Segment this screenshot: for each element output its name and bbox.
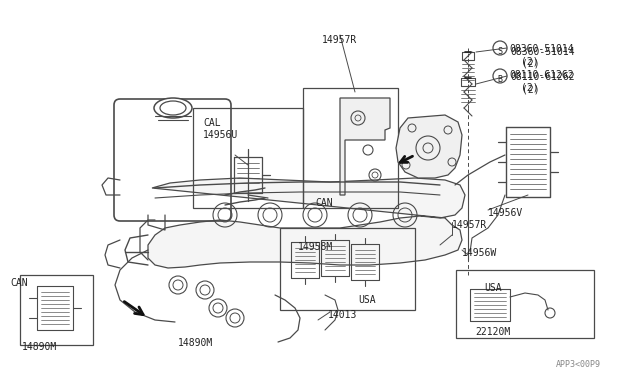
Polygon shape [396,115,462,178]
Text: (2): (2) [522,59,540,69]
Text: USA: USA [358,295,376,305]
Text: 14890M: 14890M [22,342,57,352]
Text: (2): (2) [521,82,539,92]
Text: 14957R: 14957R [452,220,487,230]
Circle shape [493,69,507,83]
Text: 22120M: 22120M [475,327,510,337]
Text: CAN: CAN [315,198,333,208]
Bar [303,88,398,208]
Text: 14013: 14013 [328,310,357,320]
Polygon shape [340,98,390,195]
Text: 14956V: 14956V [488,208,524,218]
Bar [20,275,93,345]
Text: 14957R: 14957R [322,35,357,45]
Text: APP3<00P9: APP3<00P9 [556,360,601,369]
Polygon shape [148,178,465,268]
Bar [456,270,594,338]
Text: B: B [497,74,502,83]
Text: (2): (2) [522,84,540,94]
Text: 08360-51014: 08360-51014 [509,44,573,54]
Text: CAL: CAL [203,118,221,128]
Text: CAN: CAN [10,278,28,288]
Bar [193,108,303,208]
Text: USA: USA [484,283,502,293]
Text: S: S [497,46,502,55]
Text: 08110-61262: 08110-61262 [510,72,575,82]
Text: 08360-51014: 08360-51014 [510,47,575,57]
Ellipse shape [160,101,186,115]
Text: 08110-61262: 08110-61262 [509,70,573,80]
Text: 14956W: 14956W [462,248,497,258]
Text: 14956U: 14956U [203,130,238,140]
Text: 14958M: 14958M [298,242,333,252]
Text: 14890M: 14890M [178,338,213,348]
Text: (2): (2) [521,56,539,66]
Ellipse shape [154,98,192,118]
Circle shape [493,41,507,55]
Bar [280,228,415,310]
